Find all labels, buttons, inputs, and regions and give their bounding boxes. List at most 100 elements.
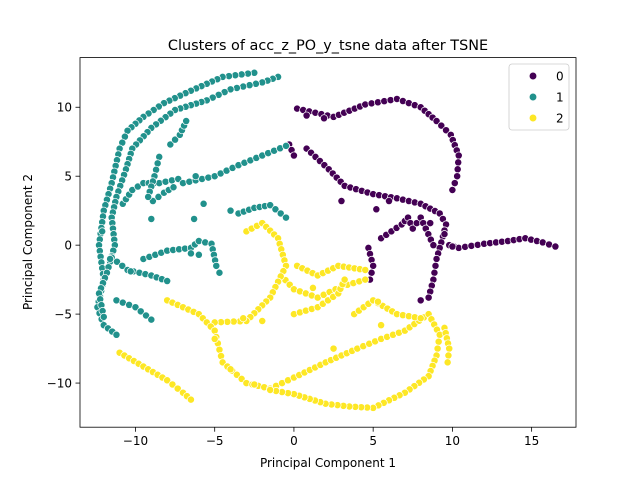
- data-point: [432, 254, 441, 263]
- data-point: [210, 334, 219, 343]
- data-point: [226, 365, 235, 374]
- data-point: [443, 358, 452, 367]
- data-point: [372, 205, 381, 214]
- points-layer: [93, 68, 560, 412]
- data-point: [133, 182, 142, 191]
- x-axis-label: Principal Component 1: [260, 456, 396, 470]
- data-point: [152, 165, 161, 174]
- data-point: [461, 242, 470, 251]
- data-point: [340, 275, 349, 284]
- data-point: [199, 199, 208, 208]
- legend-label: 0: [556, 69, 564, 83]
- data-point: [432, 117, 441, 125]
- data-point: [434, 337, 443, 346]
- data-point: [271, 205, 280, 214]
- data-point: [408, 224, 417, 233]
- data-point: [147, 215, 156, 223]
- data-point: [131, 303, 140, 312]
- data-point: [454, 243, 463, 252]
- data-point: [204, 173, 213, 182]
- legend-label: 2: [556, 111, 564, 125]
- data-point: [166, 140, 175, 149]
- data-point: [361, 266, 370, 274]
- data-point: [308, 283, 317, 292]
- legend: 0 1 2: [508, 63, 570, 131]
- data-point: [433, 344, 442, 353]
- data-point: [186, 249, 195, 258]
- data-point: [289, 151, 298, 160]
- data-point: [282, 213, 290, 222]
- data-point: [154, 192, 163, 201]
- data-point: [361, 275, 370, 284]
- y-axis: −10 −5 0 5 10: [47, 101, 80, 390]
- data-point: [215, 268, 224, 277]
- data-point: [186, 395, 195, 404]
- data-point: [106, 254, 115, 263]
- series-2: [115, 219, 454, 412]
- x-tick-label: −5: [206, 434, 224, 448]
- data-point: [126, 267, 135, 276]
- data-point: [169, 183, 178, 192]
- data-point: [167, 176, 176, 185]
- data-point: [416, 314, 425, 323]
- data-point: [453, 172, 462, 181]
- data-point: [251, 79, 260, 88]
- data-point: [385, 197, 393, 205]
- data-point: [112, 330, 121, 339]
- data-point: [144, 192, 153, 201]
- data-point: [212, 261, 221, 270]
- data-point: [113, 257, 121, 266]
- data-point: [191, 172, 200, 181]
- data-point: [182, 117, 191, 125]
- data-point: [276, 209, 285, 218]
- data-point: [168, 380, 177, 389]
- x-tick-label: 0: [290, 434, 298, 448]
- data-point: [194, 250, 203, 259]
- data-point: [450, 179, 459, 188]
- legend-marker: [528, 71, 538, 81]
- legend-box: [508, 63, 570, 131]
- data-point: [454, 158, 463, 167]
- data-point: [386, 96, 395, 105]
- data-point: [426, 219, 435, 228]
- y-tick-label: 5: [64, 170, 72, 184]
- data-point: [155, 152, 164, 161]
- data-point: [179, 179, 187, 188]
- y-tick-label: −10: [47, 376, 72, 390]
- data-point: [442, 126, 451, 135]
- data-point: [239, 314, 248, 323]
- y-tick-label: −5: [54, 307, 72, 321]
- data-point: [258, 317, 267, 325]
- legend-marker: [528, 113, 538, 123]
- data-point: [337, 197, 346, 205]
- data-point: [367, 99, 376, 108]
- data-point: [226, 206, 235, 215]
- data-point: [153, 159, 162, 168]
- data-point: [147, 315, 156, 324]
- legend-label: 1: [556, 90, 564, 104]
- data-point: [258, 78, 267, 87]
- data-point: [282, 141, 290, 150]
- data-point: [173, 384, 182, 393]
- data-point: [467, 241, 476, 250]
- chart-title: Clusters of acc_z_PO_y_tsne data after T…: [168, 38, 488, 54]
- data-point: [266, 201, 275, 210]
- plot-frame: [79, 57, 577, 428]
- y-tick-label: 0: [64, 238, 72, 252]
- data-point: [453, 165, 462, 174]
- y-axis-label: Principal Component 2: [21, 174, 35, 310]
- data-point: [373, 98, 382, 107]
- data-point: [430, 268, 439, 277]
- data-point: [416, 296, 425, 305]
- x-tick-label: 5: [369, 434, 377, 448]
- data-point: [551, 242, 560, 251]
- data-point: [320, 114, 328, 123]
- data-point: [185, 177, 194, 186]
- data-point: [232, 83, 241, 92]
- x-tick-label: −10: [123, 434, 148, 448]
- data-point: [373, 297, 382, 306]
- data-point: [302, 111, 311, 120]
- data-point: [440, 230, 449, 239]
- data-point: [448, 186, 457, 194]
- data-point: [429, 241, 438, 250]
